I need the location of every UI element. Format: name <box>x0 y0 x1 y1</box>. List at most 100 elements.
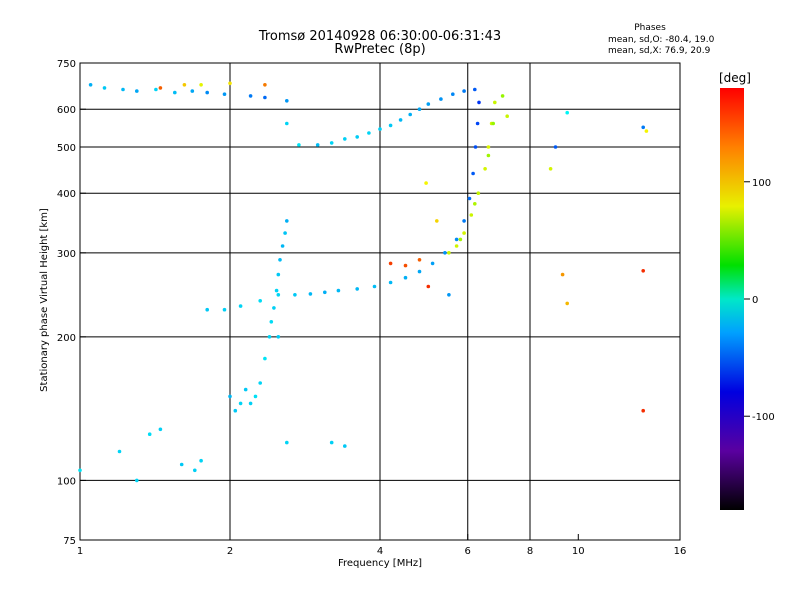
data-point <box>263 356 267 361</box>
x-tick-label: 4 <box>377 546 383 557</box>
data-point <box>323 290 327 295</box>
y-axis-label: Stationary phase Virtual Height [km] <box>39 208 50 392</box>
data-point <box>483 167 487 171</box>
colorbar <box>720 88 744 510</box>
data-point <box>454 244 459 248</box>
data-point <box>493 100 497 105</box>
data-point <box>417 258 422 262</box>
data-point <box>565 110 569 115</box>
colorbar-label: [deg] <box>719 71 751 85</box>
y-tick-label: 200 <box>57 333 76 344</box>
data-point <box>154 87 158 92</box>
data-point <box>473 145 478 149</box>
y-tick-label: 400 <box>57 189 76 200</box>
data-point <box>462 231 466 235</box>
data-point <box>471 171 475 176</box>
data-point <box>430 261 435 266</box>
data-point <box>78 468 82 473</box>
data-point <box>644 129 649 133</box>
data-point <box>158 427 163 432</box>
data-point <box>199 458 203 463</box>
data-point <box>283 231 287 235</box>
data-point <box>276 293 281 297</box>
x-axis-label: Frequency [MHz] <box>338 558 422 569</box>
data-point <box>269 320 274 324</box>
data-point <box>228 394 232 399</box>
data-point <box>477 100 481 105</box>
data-point <box>388 261 393 266</box>
y-tick-label: 75 <box>63 536 76 547</box>
x-tick-label: 6 <box>465 546 471 557</box>
data-point <box>388 123 393 128</box>
data-point <box>553 145 558 149</box>
data-point <box>285 99 289 103</box>
data-point <box>285 121 289 126</box>
data-point <box>205 307 209 312</box>
y-tick-label: 600 <box>57 105 76 116</box>
data-point <box>263 95 267 100</box>
data-point <box>88 83 93 87</box>
data-point <box>278 258 282 262</box>
grid-lines <box>80 63 680 540</box>
data-point <box>329 440 334 445</box>
data-point <box>336 288 341 293</box>
data-point <box>329 141 334 145</box>
data-point <box>243 387 248 392</box>
data-point <box>205 90 209 95</box>
data-point <box>248 94 253 98</box>
x-tick-label: 2 <box>227 546 233 557</box>
data-point <box>190 89 195 93</box>
data-point <box>272 306 276 310</box>
data-point <box>439 97 443 101</box>
data-point <box>491 121 496 126</box>
x-axis-ticks: 1 2 4 6 8 10 16 <box>77 534 687 557</box>
x-tick-label: 16 <box>674 546 687 557</box>
data-point <box>276 272 281 277</box>
data-point <box>102 86 107 90</box>
y-tick-label: 300 <box>57 249 76 260</box>
x-tick-label: 1 <box>77 546 83 557</box>
data-point <box>462 219 466 223</box>
data-point <box>285 440 289 445</box>
data-point <box>173 90 177 95</box>
data-point <box>258 381 263 385</box>
chart-subtitle: RwPretec (8p) <box>334 42 425 57</box>
data-point <box>451 92 455 96</box>
data-point <box>117 449 122 454</box>
data-point <box>473 87 477 92</box>
data-point <box>372 284 377 289</box>
data-point <box>486 145 491 149</box>
data-point <box>343 444 347 448</box>
x-tick-label: 10 <box>572 546 585 557</box>
colorbar-tick-label: 0 <box>752 295 758 306</box>
data-point <box>505 114 510 118</box>
data-point <box>462 89 466 93</box>
data-point <box>355 287 360 291</box>
data-point <box>135 478 139 483</box>
data-point <box>355 135 360 139</box>
stats-x-mode: mean, sd,X: 76.9, 20.9 <box>608 46 711 56</box>
data-point <box>403 275 408 280</box>
data-point <box>276 335 281 339</box>
data-point <box>135 89 139 93</box>
data-point <box>447 293 451 297</box>
data-point <box>253 394 258 399</box>
data-point <box>308 292 313 296</box>
data-point <box>458 237 463 242</box>
data-point <box>641 269 645 273</box>
data-point <box>417 107 422 111</box>
colorbar-tick-label: -100 <box>752 412 775 423</box>
data-point <box>274 288 279 293</box>
data-point <box>228 81 232 86</box>
data-point <box>222 307 227 312</box>
data-point <box>426 102 431 106</box>
y-tick-label: 750 <box>57 59 76 70</box>
data-point <box>238 304 243 308</box>
data-point <box>258 299 263 303</box>
data-point <box>443 251 447 255</box>
x-tick-label: 8 <box>527 546 533 557</box>
data-point <box>486 153 491 158</box>
data-point <box>426 284 431 289</box>
data-point <box>424 181 428 185</box>
